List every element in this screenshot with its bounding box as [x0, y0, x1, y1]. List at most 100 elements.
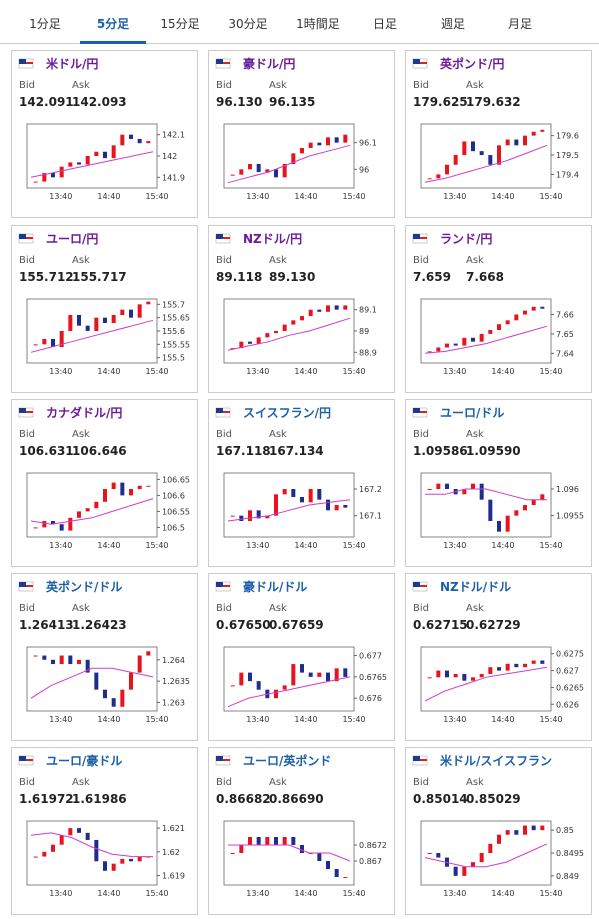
tab[interactable]: 月足	[508, 17, 532, 31]
candle	[497, 834, 501, 844]
tab[interactable]: 15分足	[160, 17, 199, 31]
x-tick-label: 15:40	[145, 889, 168, 898]
tab[interactable]: 1時間足	[296, 17, 340, 31]
candle	[514, 830, 519, 835]
x-tick-label: 13:40	[49, 715, 72, 724]
candle	[59, 835, 64, 845]
candle	[68, 315, 73, 331]
candle	[427, 178, 432, 180]
x-tick-label: 15:40	[539, 715, 562, 724]
candle	[471, 483, 475, 489]
candle	[514, 510, 519, 516]
candle	[230, 515, 235, 517]
flag	[19, 756, 26, 761]
candle	[462, 673, 467, 681]
candle	[256, 510, 261, 519]
candle	[523, 825, 527, 835]
flag	[223, 759, 230, 761]
moving-average	[30, 151, 154, 178]
x-tick-label: 14:40	[97, 192, 120, 201]
candle	[300, 497, 304, 503]
candle	[265, 515, 270, 519]
ask-value: 142.093	[72, 95, 127, 109]
y-tick-label: 7.66	[556, 311, 574, 320]
pair-title[interactable]: ユーロ/円	[46, 232, 98, 246]
candle	[479, 483, 484, 500]
candle	[453, 673, 458, 678]
pair-title[interactable]: 米ドル/スイスフラン	[440, 753, 552, 768]
candle	[317, 853, 322, 861]
bid-label: Bid	[19, 603, 35, 614]
candle	[427, 677, 432, 679]
chart-frame	[26, 298, 158, 364]
ask-value: 96.135	[269, 95, 315, 109]
candle	[334, 869, 339, 877]
candle	[146, 485, 151, 487]
candle	[471, 337, 475, 342]
tab[interactable]: 日足	[373, 17, 397, 31]
pair-title[interactable]: スイスフラン/円	[243, 406, 331, 420]
tab[interactable]: 週足	[441, 17, 465, 31]
pair-title[interactable]: NZドル/円	[243, 232, 302, 246]
y-tick-label: 1.2635	[162, 677, 190, 686]
candle	[94, 839, 99, 862]
candle	[291, 153, 296, 164]
y-tick-label: 0.8495	[556, 849, 584, 858]
tab[interactable]: 5分足	[97, 16, 129, 31]
candle	[137, 485, 142, 489]
pair-title[interactable]: ユーロ/ドル	[440, 406, 504, 420]
candle	[248, 341, 252, 344]
pair-title[interactable]: NZドル/ドル	[440, 580, 511, 594]
pair-title[interactable]: 米ドル/円	[46, 56, 98, 71]
candle	[291, 837, 296, 845]
candle	[427, 351, 432, 353]
pair-title[interactable]: ユーロ/豪ドル	[46, 753, 122, 768]
bid-label: Bid	[413, 603, 429, 614]
candle	[326, 305, 330, 312]
flag	[26, 759, 33, 761]
bid-label: Bid	[216, 777, 232, 788]
bid-value: 167.118	[216, 444, 271, 458]
candle	[334, 505, 339, 511]
pair-title[interactable]: ユーロ/英ポンド	[243, 753, 331, 768]
y-tick-label: 0.849	[556, 872, 579, 881]
tab[interactable]: 30分足	[228, 17, 267, 31]
pair-title[interactable]: 英ポンド/円	[440, 56, 504, 71]
y-tick-label: 142	[162, 152, 177, 161]
bid-label: Bid	[19, 80, 35, 91]
flag	[223, 62, 230, 64]
candle	[230, 174, 235, 176]
candle	[33, 655, 38, 657]
moving-average	[228, 844, 351, 862]
y-tick-label: 142.1	[162, 131, 185, 140]
x-tick-label: 14:40	[294, 367, 317, 376]
candle	[68, 162, 73, 167]
candle	[497, 521, 501, 532]
pair-title[interactable]: ランド/円	[440, 232, 492, 246]
ask-label: Ask	[269, 777, 287, 788]
candle	[265, 837, 270, 845]
candle	[103, 861, 107, 871]
y-tick-label: 106.65	[162, 475, 190, 484]
candle	[531, 306, 536, 311]
candle	[51, 173, 55, 178]
candle	[488, 499, 493, 521]
bid-value: 0.86682	[216, 792, 271, 806]
candle	[300, 316, 304, 321]
candle	[531, 825, 536, 831]
ask-value: 7.668	[466, 270, 504, 284]
pair-title[interactable]: 豪ドル/円	[243, 56, 295, 71]
ask-label: Ask	[269, 603, 287, 614]
candle	[505, 515, 510, 532]
pair-title[interactable]: 英ポンド/ドル	[46, 579, 122, 594]
pair-title[interactable]: カナダドル/円	[46, 405, 122, 420]
candle	[436, 670, 441, 678]
candle	[103, 151, 107, 159]
tab[interactable]: 1分足	[29, 17, 61, 31]
candle	[42, 339, 47, 345]
ask-value: 179.632	[466, 95, 521, 109]
pair-title[interactable]: 豪ドル/ドル	[243, 579, 307, 594]
candle	[248, 672, 252, 682]
candle	[488, 330, 493, 334]
candle	[488, 667, 493, 674]
